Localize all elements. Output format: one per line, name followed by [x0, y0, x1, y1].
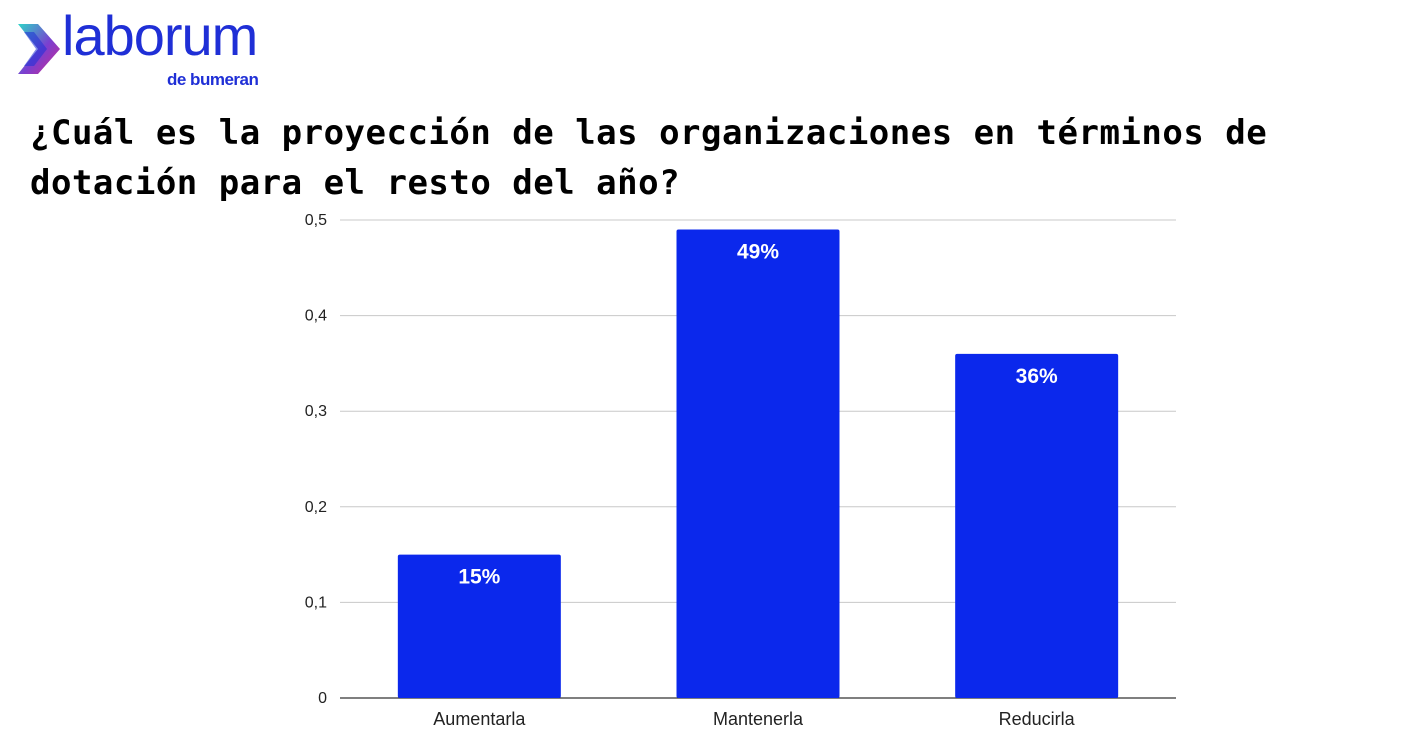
bar — [676, 229, 840, 698]
bar — [397, 554, 561, 698]
y-tick-label: 0,2 — [305, 499, 327, 516]
data-label: 49% — [737, 241, 779, 264]
y-tick-label: 0,3 — [305, 403, 327, 420]
logo-wordmark: laborum — [62, 4, 258, 67]
data-label: 36% — [1016, 365, 1058, 388]
y-tick-label: 0,4 — [305, 308, 327, 325]
y-tick-label: 0 — [318, 690, 327, 707]
bar — [955, 353, 1119, 698]
y-tick-label: 0,1 — [305, 594, 327, 611]
logo-subtitle: de bumeran — [167, 70, 259, 89]
x-tick-label: Mantenerla — [713, 709, 804, 729]
chart-title: ¿Cuál es la proyección de las organizaci… — [30, 113, 1268, 203]
y-tick-label: 0,5 — [305, 212, 327, 229]
data-label: 15% — [458, 566, 500, 589]
x-tick-label: Aumentarla — [433, 709, 526, 729]
x-tick-label: Reducirla — [999, 709, 1076, 729]
chevron-arrow-icon — [18, 24, 60, 74]
laborum-logo: laborum de bumeran — [14, 8, 284, 90]
